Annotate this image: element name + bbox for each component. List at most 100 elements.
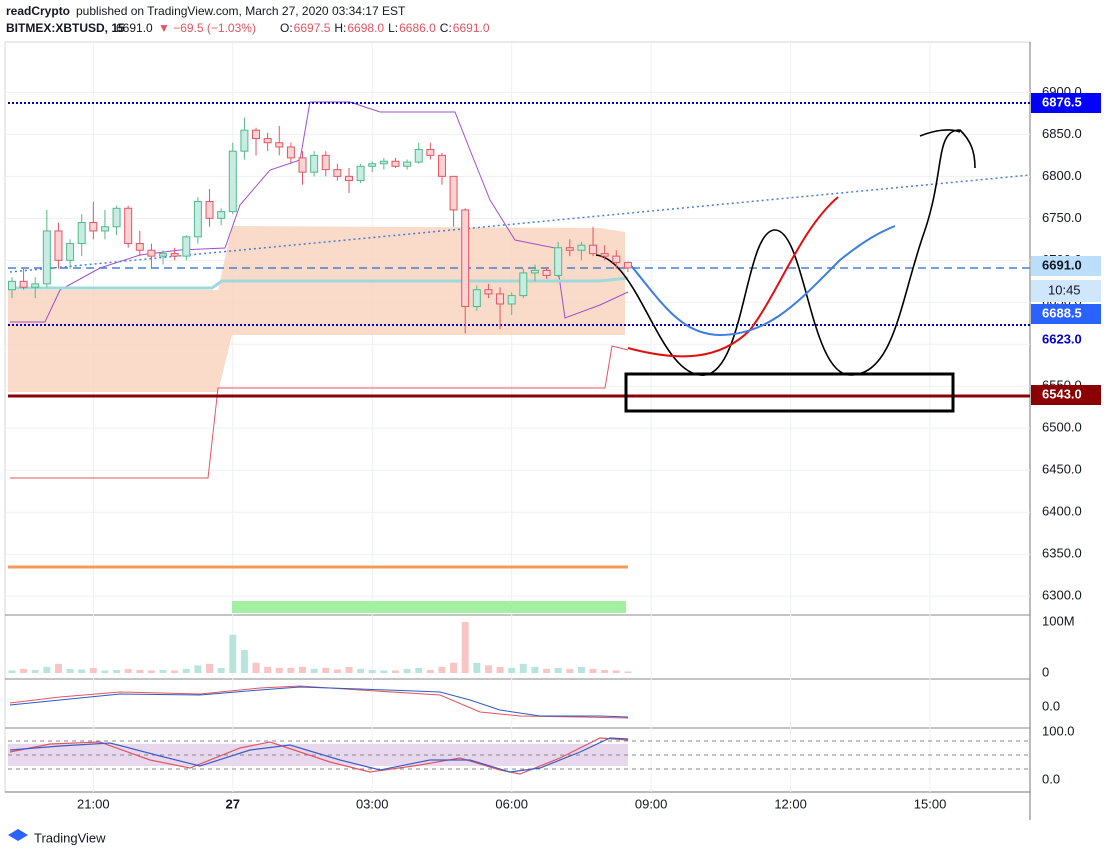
candle-body — [193, 201, 202, 238]
candle-body — [542, 269, 551, 276]
candle-body — [391, 160, 400, 167]
candle-body — [147, 249, 156, 257]
volume-bar — [403, 668, 411, 673]
volume-bar — [194, 665, 202, 673]
y-tick-label: 6300.0 — [1042, 588, 1082, 603]
change: ▼ −69.5 (−1.03%) — [158, 21, 256, 35]
volume-bar — [287, 667, 295, 673]
volume-bar — [368, 669, 376, 673]
volume-bar — [450, 662, 458, 673]
candle-body — [135, 243, 144, 251]
trendline — [9, 174, 1031, 273]
volume-bar — [612, 670, 620, 673]
ohlc-label: O: — [280, 21, 293, 35]
volume-bar — [8, 670, 16, 673]
candle-body — [368, 163, 377, 167]
candle-body — [414, 148, 423, 163]
volume-bar — [182, 668, 190, 673]
volume-bar — [345, 666, 353, 673]
volume-bar — [333, 669, 341, 673]
candle-body — [333, 169, 342, 177]
volume-bar — [554, 667, 562, 673]
candle-body — [228, 150, 237, 213]
volume-bar — [461, 622, 469, 673]
green-band — [232, 601, 626, 613]
volume-bar — [310, 668, 318, 673]
y-tick-label: 6800.0 — [1042, 168, 1082, 183]
candle-body — [159, 253, 168, 257]
volume-bar — [484, 665, 492, 673]
candle-body — [519, 272, 528, 297]
cloud — [8, 226, 625, 392]
volume-bar — [31, 669, 39, 673]
volume-bar — [624, 671, 632, 673]
volume-bar — [275, 667, 283, 673]
macd-signal — [9, 685, 629, 719]
last-price: 6691.0 — [116, 21, 153, 35]
volume-bar — [589, 668, 597, 673]
volume-bar — [240, 650, 248, 673]
candle-body — [205, 201, 214, 219]
candle-body — [612, 255, 621, 263]
rsi-k — [9, 737, 629, 775]
candle-body — [77, 222, 86, 245]
ohlc-value: 6698.0 — [347, 21, 384, 35]
countdown: 10:45 — [1048, 282, 1081, 297]
candle-body — [54, 230, 63, 261]
volume-bar — [531, 666, 539, 673]
candle-body — [426, 148, 435, 156]
candle-body — [461, 209, 470, 308]
marks — [7, 117, 632, 673]
volume-bar — [391, 670, 399, 673]
candle-body — [623, 261, 632, 269]
candle-body — [42, 230, 51, 285]
volume-bar — [124, 668, 132, 673]
volume-bar — [147, 670, 155, 673]
price-tag — [1031, 330, 1101, 350]
price-tag — [1031, 385, 1101, 405]
y-tick-label: 6500.0 — [1042, 420, 1082, 435]
candle-body — [217, 211, 226, 219]
rsi-tick-label: 100.0 — [1042, 723, 1075, 738]
volume-bar — [20, 668, 28, 673]
author: readCrypto — [6, 4, 70, 18]
candle-body — [565, 247, 574, 251]
lower-band — [10, 345, 629, 479]
candle-body — [170, 253, 179, 257]
header: readCrypto published on TradingView.com,… — [6, 4, 490, 35]
rsi-tick-label: 0.0 — [1042, 771, 1060, 786]
ohlc-label: H: — [334, 21, 346, 35]
volume-bar — [217, 667, 225, 673]
volume-bar — [89, 667, 97, 673]
candle-body — [589, 244, 598, 255]
volume-tick-label: 0 — [1042, 664, 1049, 679]
x-tick-label: 27 — [226, 796, 240, 811]
volume-bar — [508, 667, 516, 673]
candle-body — [484, 289, 493, 295]
price-tag — [1031, 304, 1101, 324]
price-tag-label: 6876.5 — [1042, 94, 1082, 109]
price-tag-label: 6543.0 — [1042, 386, 1082, 401]
volume-bar — [543, 668, 551, 673]
candle-body — [379, 160, 388, 165]
rsi-band — [8, 744, 628, 766]
candle-body — [275, 142, 284, 148]
candle-body — [286, 146, 295, 159]
published: published on TradingView.com, March 27, … — [76, 4, 406, 18]
y-tick-label: 6850.0 — [1042, 126, 1082, 141]
logo — [8, 829, 28, 841]
volume-bar — [171, 670, 179, 673]
volume-bar — [473, 662, 481, 673]
ohlc-label: L: — [388, 21, 398, 35]
candle-body — [240, 129, 249, 152]
candle-body — [19, 280, 28, 288]
footer: TradingView — [8, 829, 106, 845]
volume-bar — [43, 666, 51, 673]
volume-bar — [438, 666, 446, 673]
candle-body — [252, 129, 261, 140]
volume-bar — [322, 667, 330, 673]
x-tick-label: 15:00 — [914, 796, 947, 811]
volume-bar — [136, 669, 144, 673]
volume-bar — [426, 669, 434, 673]
